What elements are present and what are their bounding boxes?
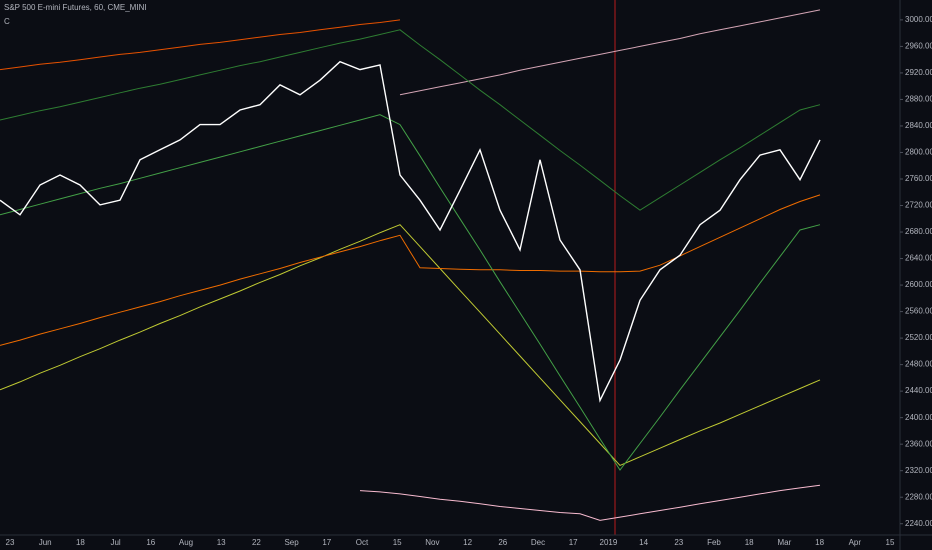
x-tick-label: 12 [463, 538, 472, 547]
x-tick-label: Jun [39, 538, 52, 547]
x-tick-label: Apr [849, 538, 862, 547]
x-tick-label: 22 [252, 538, 261, 547]
x-tick-label: 2019 [600, 538, 618, 547]
x-tick-label: Oct [356, 538, 369, 547]
series-line [399, 9, 821, 96]
x-tick-label: Sep [284, 538, 299, 547]
y-tick-label: 2800.00 [905, 148, 932, 157]
y-tick-label: 2400.00 [905, 413, 932, 422]
y-tick-label: 2640.00 [905, 254, 932, 263]
y-tick-label: 2520.00 [905, 333, 932, 342]
x-tick-label: Aug [179, 538, 193, 547]
y-tick-label: 3000.00 [905, 15, 932, 24]
y-tick-label: 2880.00 [905, 95, 932, 104]
x-tick-label: 23 [6, 538, 15, 547]
y-tick-label: 2360.00 [905, 439, 932, 448]
x-tick-label: 18 [745, 538, 754, 547]
x-tick-label: Feb [707, 538, 721, 547]
series-line [0, 114, 821, 471]
x-tick-label: 13 [217, 538, 226, 547]
x-tick-label: 16 [146, 538, 155, 547]
x-tick-label: 17 [569, 538, 578, 547]
chart-title: S&P 500 E-mini Futures, 60, CME_MINI [4, 3, 147, 12]
y-tick-label: 2840.00 [905, 121, 932, 130]
x-tick-label: 17 [322, 538, 331, 547]
series-line [0, 194, 821, 346]
y-tick-label: 2280.00 [905, 492, 932, 501]
x-tick-label: 18 [76, 538, 85, 547]
series-line [359, 484, 821, 521]
y-tick-label: 2960.00 [905, 42, 932, 51]
series-line [0, 224, 821, 466]
x-tick-label: 26 [498, 538, 507, 547]
y-tick-label: 2440.00 [905, 386, 932, 395]
y-tick-label: 2600.00 [905, 280, 932, 289]
series-line [0, 60, 821, 403]
y-tick-label: 2720.00 [905, 201, 932, 210]
x-tick-label: 14 [639, 538, 648, 547]
x-tick-label: Jul [110, 538, 120, 547]
series-line [0, 29, 821, 211]
chart-subtitle: C [4, 17, 10, 26]
y-tick-label: 2560.00 [905, 307, 932, 316]
x-tick-label: 23 [674, 538, 683, 547]
series-line [0, 19, 401, 71]
y-tick-label: 2760.00 [905, 174, 932, 183]
x-tick-label: 15 [886, 538, 895, 547]
y-tick-label: 2680.00 [905, 227, 932, 236]
y-tick-label: 2320.00 [905, 466, 932, 475]
x-tick-label: Dec [531, 538, 545, 547]
x-tick-label: 18 [815, 538, 824, 547]
y-tick-label: 2920.00 [905, 68, 932, 77]
y-tick-label: 2480.00 [905, 360, 932, 369]
x-tick-label: Nov [425, 538, 439, 547]
x-tick-label: Mar [778, 538, 792, 547]
x-tick-label: 15 [393, 538, 402, 547]
y-tick-label: 2240.00 [905, 519, 932, 528]
